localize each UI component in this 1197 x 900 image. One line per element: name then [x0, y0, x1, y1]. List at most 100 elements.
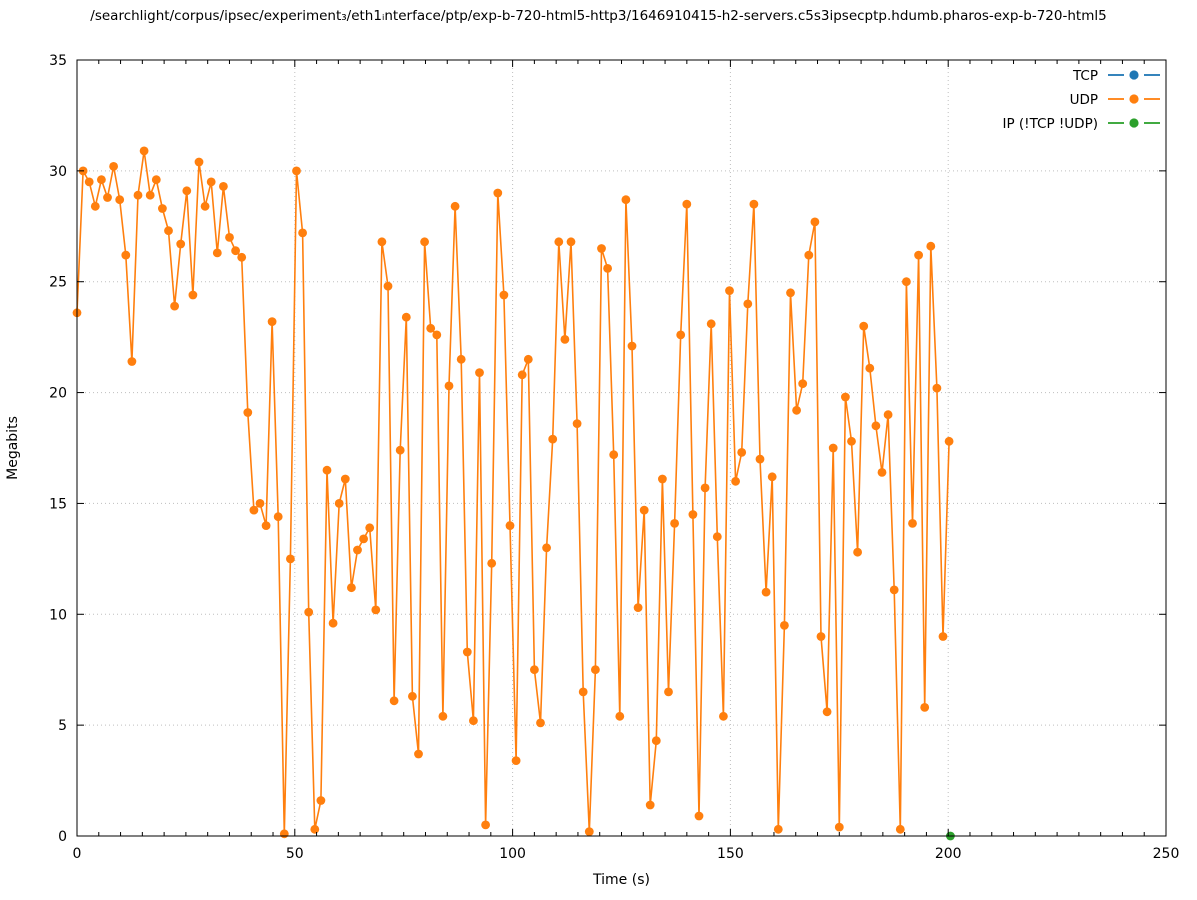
data-point	[487, 558, 497, 568]
data-point	[859, 321, 869, 331]
data-point	[316, 796, 326, 805]
data-point	[651, 736, 661, 746]
data-point	[536, 718, 545, 728]
data-point	[328, 618, 338, 628]
data-point	[182, 186, 192, 196]
chart-title: /searchlight/corpus/ipsec/experiment₃/et…	[90, 8, 1107, 24]
data-point	[237, 252, 247, 262]
x-tick-label: 250	[1153, 846, 1180, 862]
data-point	[383, 281, 393, 291]
data-point	[609, 450, 619, 460]
data-point	[889, 585, 899, 595]
data-point	[103, 193, 112, 202]
data-point	[676, 330, 686, 340]
data-point	[780, 621, 789, 630]
series-line	[76, 150, 950, 834]
data-point	[603, 264, 612, 273]
legend-label: UDP	[1070, 92, 1098, 108]
data-point	[90, 201, 100, 211]
data-point	[804, 250, 814, 260]
data-point	[359, 534, 368, 544]
data-point	[469, 716, 478, 726]
data-point	[176, 239, 186, 249]
y-tick-label: 15	[49, 496, 67, 512]
data-point	[542, 543, 551, 553]
data-point	[243, 408, 253, 417]
data-point	[755, 454, 765, 464]
y-tick-label: 30	[49, 164, 67, 180]
series-udp	[72, 146, 954, 839]
data-point	[895, 824, 905, 834]
data-point	[688, 510, 698, 519]
data-point	[292, 166, 301, 176]
data-point	[584, 827, 594, 836]
y-tick-label: 5	[58, 718, 67, 734]
data-point	[267, 317, 277, 326]
data-point	[389, 696, 399, 706]
y-tick-label: 25	[49, 275, 67, 291]
data-point	[694, 811, 704, 821]
data-point	[834, 822, 844, 832]
data-point	[420, 237, 429, 247]
data-point	[908, 519, 917, 528]
data-point	[444, 381, 454, 391]
data-point	[304, 607, 314, 617]
data-point	[279, 829, 289, 839]
data-point	[322, 465, 332, 475]
data-point	[591, 665, 600, 675]
data-point	[627, 341, 637, 351]
plot-border	[76, 59, 1167, 837]
data-point	[231, 246, 241, 256]
data-point	[902, 277, 911, 287]
data-point	[286, 554, 295, 564]
data-point	[822, 707, 832, 717]
data-point	[621, 195, 631, 205]
data-point	[395, 445, 405, 455]
data-point	[310, 824, 320, 834]
data-point	[932, 383, 942, 393]
data-point	[914, 250, 923, 260]
data-point	[194, 157, 204, 167]
data-point	[828, 443, 838, 453]
data-point	[97, 175, 106, 185]
data-point	[261, 521, 271, 530]
data-point	[554, 237, 564, 247]
data-point	[432, 330, 442, 340]
data-point	[438, 711, 448, 721]
data-point	[572, 419, 582, 428]
data-point	[548, 434, 558, 444]
data-point	[670, 519, 679, 528]
data-point	[530, 665, 539, 675]
data-point	[719, 711, 728, 721]
data-point	[615, 711, 625, 721]
data-point	[164, 226, 173, 236]
data-point	[737, 448, 747, 457]
data-point	[578, 687, 588, 697]
data-point	[523, 354, 533, 364]
data-point	[499, 290, 509, 300]
data-point	[450, 201, 460, 211]
x-tick-label: 200	[935, 846, 962, 862]
data-point	[517, 370, 527, 380]
data-point	[810, 217, 820, 227]
data-point	[414, 749, 423, 759]
legend-marker	[1129, 70, 1139, 80]
data-point	[944, 436, 954, 446]
data-point	[938, 632, 948, 641]
data-point	[767, 472, 777, 482]
x-tick-label: 100	[499, 846, 526, 862]
x-tick-label: 50	[286, 846, 304, 862]
data-point	[706, 319, 716, 329]
data-point	[475, 368, 484, 377]
data-point	[639, 505, 649, 515]
data-point	[597, 244, 606, 253]
data-point	[426, 323, 436, 333]
data-point	[347, 583, 356, 593]
data-point	[334, 499, 344, 508]
data-point	[127, 357, 137, 366]
data-point	[725, 286, 734, 295]
data-point	[145, 190, 155, 200]
data-point	[798, 379, 808, 389]
